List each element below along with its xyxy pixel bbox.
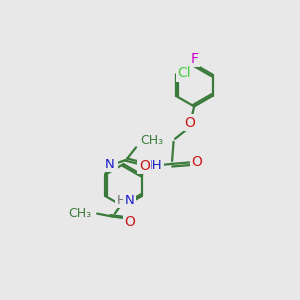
Text: NH: NH — [143, 159, 163, 172]
Text: CH₃: CH₃ — [140, 134, 164, 147]
Text: F: F — [190, 52, 198, 66]
Text: H: H — [107, 156, 117, 169]
Text: O: O — [124, 215, 136, 229]
Text: N: N — [105, 158, 114, 171]
Text: O: O — [191, 155, 202, 170]
Text: O: O — [184, 116, 195, 130]
Text: N: N — [124, 194, 134, 207]
Text: O: O — [139, 159, 150, 172]
Text: H: H — [116, 194, 126, 207]
Text: Cl: Cl — [177, 66, 191, 80]
Text: CH₃: CH₃ — [68, 207, 91, 220]
